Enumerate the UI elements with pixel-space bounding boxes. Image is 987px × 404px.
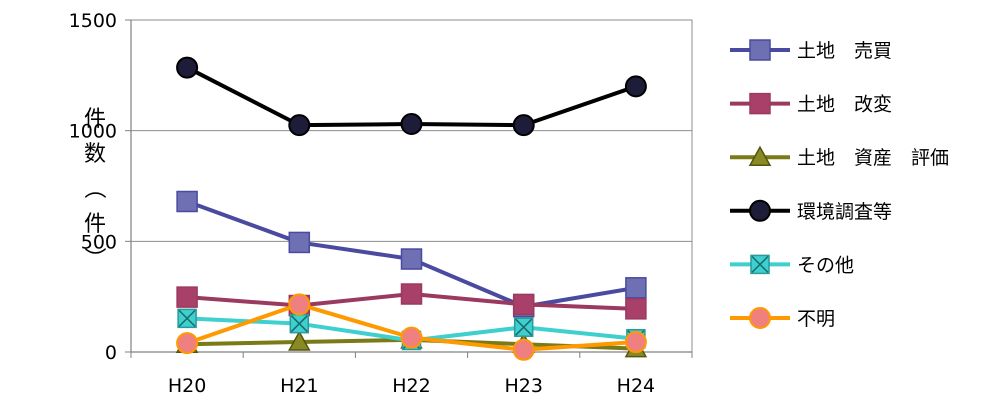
legend-marker-0 — [749, 39, 771, 61]
series-3 — [176, 56, 647, 137]
legend-item-0: 土地 売買 — [730, 39, 892, 62]
data-point-1-2 — [400, 283, 423, 305]
legend-label-4: その他 — [797, 254, 854, 276]
x-tick-label-0: H20 — [168, 375, 206, 397]
data-point-5-3 — [512, 338, 535, 361]
data-point-3-4 — [624, 75, 647, 98]
legend-marker-4 — [750, 254, 770, 275]
series-lines — [175, 56, 648, 361]
legend-label-3: 環境調査等 — [797, 201, 892, 223]
y-axis-label-char-4: ） — [81, 247, 106, 269]
data-point-0-1 — [288, 231, 311, 254]
data-point-3-1 — [288, 114, 311, 137]
y-axis-label-char-3: 件 — [84, 212, 106, 237]
legend-marker-2 — [748, 145, 772, 166]
y-axis-label-char-2: （ — [81, 177, 106, 199]
x-tick-label-4: H24 — [617, 375, 655, 397]
data-point-1-3 — [512, 293, 535, 316]
data-point-4-1 — [289, 313, 310, 334]
data-point-0-2 — [400, 248, 423, 270]
legend-label-0: 土地 売買 — [797, 40, 892, 62]
axes: 0 500 1000 1500 H20 H21 H22 H23 H24 — [69, 10, 693, 397]
data-point-5-4 — [624, 331, 647, 354]
legend-item-3: 環境調査等 — [730, 199, 892, 223]
legend-item-5: 不明 — [730, 307, 835, 330]
y-tick-label-3: 1500 — [69, 10, 117, 32]
legend-marker-5 — [749, 307, 771, 329]
series-1 — [176, 283, 647, 320]
legend-item-1: 土地 改変 — [730, 92, 892, 116]
data-point-5-0 — [176, 332, 199, 355]
y-axis-label-char-1: 数 — [84, 142, 106, 167]
series-5 — [176, 293, 647, 361]
data-point-3-2 — [400, 113, 423, 136]
y-tick-label-0: 0 — [105, 342, 117, 364]
data-point-3-0 — [176, 56, 199, 79]
data-point-1-0 — [176, 286, 198, 308]
legend-label-5: 不明 — [797, 308, 835, 330]
y-axis-label: 件数（件） — [81, 107, 106, 269]
data-point-3-3 — [512, 114, 535, 137]
data-point-2-1 — [288, 330, 311, 351]
data-point-4-0 — [177, 308, 197, 329]
y-tick-label-2: 1000 — [69, 121, 117, 143]
data-point-0-0 — [176, 190, 198, 213]
legend-label-1: 土地 改変 — [797, 94, 892, 116]
legend-label-2: 土地 資産 評価 — [797, 147, 949, 169]
data-point-5-2 — [400, 326, 423, 349]
y-tick-label-1: 500 — [81, 231, 117, 253]
x-tick-label-2: H22 — [392, 375, 430, 397]
legend-item-4: その他 — [730, 254, 854, 276]
x-tick-label-3: H23 — [504, 375, 542, 397]
x-tick-label-1: H21 — [280, 375, 318, 397]
series-0 — [176, 190, 647, 318]
data-point-0-4 — [625, 277, 647, 299]
y-axis-label-char-0: 件 — [84, 107, 106, 132]
data-point-4-3 — [513, 317, 534, 337]
legend-marker-1 — [749, 92, 771, 115]
legend-item-2: 土地 資産 評価 — [730, 145, 949, 169]
legend-marker-3 — [749, 199, 771, 222]
data-point-1-4 — [625, 298, 647, 320]
data-point-5-1 — [288, 293, 311, 316]
